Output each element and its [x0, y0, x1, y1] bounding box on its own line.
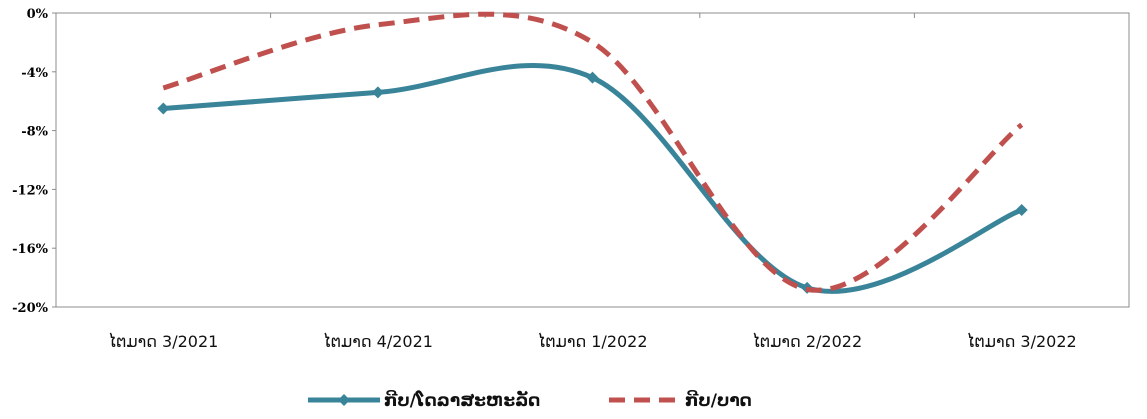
- legend-label-2: ກີບ/ບາດ: [685, 389, 752, 411]
- y-tick-label: -4%: [21, 66, 48, 81]
- data-point-marker: [586, 71, 599, 84]
- x-axis-ticks: ໄຕມາດ 3/2021 ໄຕມາດ 4/2021 ໄຕມາດ 1/2022 ໄຕມາ…: [108, 332, 1076, 351]
- axes: [55, 12, 1130, 308]
- data-point-marker: [371, 86, 384, 99]
- data-point-marker: [1015, 203, 1028, 216]
- plot-area-frame: [55, 12, 1130, 308]
- x-tick-label: ໄຕມາດ 2/2022: [752, 332, 862, 351]
- series-lines: [157, 11, 1028, 294]
- x-tick-label: ໄຕມາດ 3/2021: [108, 332, 218, 351]
- legend: ກີບ/ໂດລາສະຫະລັດ ກີບ/ບາດ: [308, 389, 752, 411]
- x-tick-label: ໄຕມາດ 1/2022: [537, 332, 647, 351]
- y-axis-ticks: 0% -4% -8% -12% -16% -20%: [12, 7, 56, 316]
- y-tick-label: -12%: [12, 183, 48, 198]
- x-tick-label: ໄຕມາດ 3/2022: [967, 332, 1077, 351]
- y-tick-label: -16%: [12, 242, 48, 257]
- data-point-marker: [157, 102, 170, 115]
- legend-marker: [338, 394, 350, 406]
- x-tick-label: ໄຕມາດ 4/2021: [323, 332, 433, 351]
- y-tick-label: -8%: [21, 125, 48, 140]
- y-tick-label: 0%: [27, 7, 49, 22]
- series-line-1: [163, 63, 1023, 294]
- y-tick-label: -20%: [12, 301, 48, 316]
- series-line-2: [162, 11, 1024, 293]
- legend-label-1: ກີບ/ໂດລາສະຫະລັດ: [384, 389, 540, 411]
